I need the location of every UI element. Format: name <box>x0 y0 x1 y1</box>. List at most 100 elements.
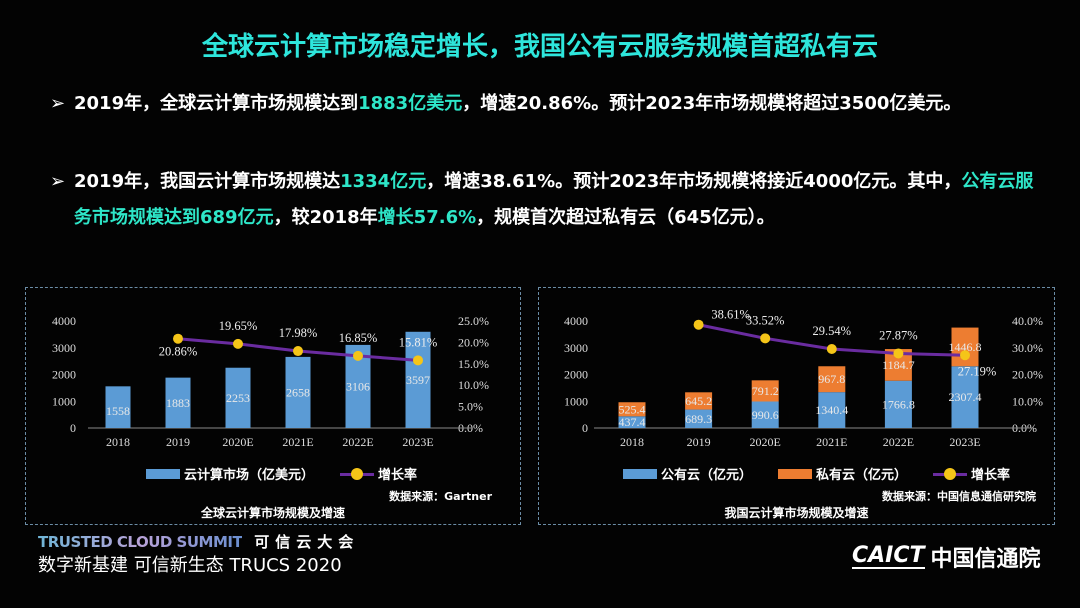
y-tick-label: 2000 <box>564 368 588 382</box>
bullet-text: ，增速20.86%。预计2023年市场规模将超过3500亿美元。 <box>462 93 962 114</box>
bullet-text: 2019年，我国云计算市场规模达 <box>74 171 341 192</box>
x-tick-label: 2020E <box>222 435 253 449</box>
growth-point <box>293 346 303 357</box>
bar <box>685 392 713 410</box>
footer-event: TRUSTED CLOUD SUMMIT 可信云大会 <box>38 531 359 552</box>
growth-label: 33.52% <box>746 313 785 327</box>
x-tick-label: 2020E <box>750 435 781 449</box>
bar-value-label: 437.4 <box>619 415 646 429</box>
growth-label: 38.61% <box>711 308 750 322</box>
bar <box>884 380 912 428</box>
growth-label: 27.19% <box>958 364 997 378</box>
legend-swatch <box>933 467 968 480</box>
bar <box>818 392 846 428</box>
bar <box>818 366 846 393</box>
bar <box>685 409 713 428</box>
bar <box>951 366 979 428</box>
x-tick-label: 2023E <box>949 435 980 449</box>
bar-value-label: 990.6 <box>752 408 779 422</box>
event-name-en: TRUSTED CLOUD SUMMIT <box>38 533 243 551</box>
y2-tick-label: 30.0% <box>1012 341 1043 355</box>
growth-point <box>760 333 771 344</box>
growth-point <box>693 319 704 330</box>
chart-title: 全球云计算市场规模及增速 <box>200 506 345 520</box>
growth-label: 17.98% <box>279 326 318 340</box>
bar-value-label: 2253 <box>226 391 250 405</box>
x-tick-label: 2022E <box>883 435 914 449</box>
bullet-text: 2019年，全球云计算市场规模达到 <box>74 93 359 114</box>
bar-value-label: 1340.4 <box>815 403 848 417</box>
x-tick-label: 2018 <box>620 435 644 449</box>
y-tick-label: 1000 <box>52 394 76 408</box>
event-name-cn: 可信云大会 <box>254 533 360 551</box>
caict-logo: CAICT 中国信通院 <box>852 541 1041 573</box>
legend-label: 增长率 <box>971 468 1011 483</box>
bar-value-label: 1184.7 <box>882 358 915 372</box>
bar-value-label: 3106 <box>346 379 370 393</box>
bar-value-label: 689.3 <box>685 412 712 426</box>
bar <box>165 377 191 428</box>
bar-value-label: 791.2 <box>752 384 779 398</box>
chart-global: 0 1000 2000 3000 4000 0.0% 5.0% 10.0% 15.0% 20.0%… <box>25 287 521 525</box>
x-tick-label: 2021E <box>816 435 847 449</box>
x-tick-label: 2023E <box>402 435 433 449</box>
bar-value-label: 1446.8 <box>949 340 982 354</box>
growth-label: 20.86% <box>159 345 198 359</box>
bar <box>225 367 251 428</box>
legend-swatch <box>623 468 657 479</box>
y-tick-label: 4000 <box>52 314 76 328</box>
x-tick-label: 2018 <box>106 435 130 449</box>
growth-label: 15.81% <box>399 335 438 349</box>
legend-swatch <box>778 468 813 479</box>
bar-value-label: 645.2 <box>685 394 712 408</box>
legend-swatch <box>146 468 180 479</box>
y-tick-label: 1000 <box>564 394 588 408</box>
growth-label: 29.54% <box>813 324 852 338</box>
legend-label: 增长率 <box>378 468 418 483</box>
bar <box>105 386 131 428</box>
growth-label: 27.87% <box>879 328 918 342</box>
bullet-text: ，较2018年 <box>273 207 378 228</box>
legend-swatch <box>340 467 375 480</box>
bullet-china: ➢ 2019年，我国云计算市场规模达1334亿元，增速38.61%。预计2023年… <box>50 164 1050 236</box>
x-tick-label: 2021E <box>282 435 313 449</box>
slide-title: 全球云计算市场稳定增长，我国公有云服务规模首超私有云 <box>201 32 878 62</box>
data-source: 数据来源：Gartner <box>389 490 492 503</box>
highlight-text: 增长57.6% <box>377 207 477 228</box>
growth-point <box>893 348 904 359</box>
bar-value-label: 1883 <box>166 396 190 410</box>
growth-point <box>413 355 423 366</box>
growth-point <box>960 350 970 361</box>
y2-tick-label: 5.0% <box>458 400 483 414</box>
bar-value-label: 967.8 <box>818 372 845 386</box>
y-tick-label: 0 <box>70 421 76 435</box>
y2-tick-label: 20.0% <box>1012 368 1043 382</box>
growth-point <box>353 350 363 361</box>
y-tick-label: 4000 <box>564 314 588 328</box>
bar <box>618 402 646 417</box>
chart-title: 我国云计算市场规模及增速 <box>724 506 869 520</box>
legend-label: 私有云（亿元） <box>816 468 908 483</box>
chart-legend: 云计算市场（亿美元） 增长率 <box>146 464 417 483</box>
bullet-text: ，规模首次超过私有云（645亿元）。 <box>476 207 775 228</box>
x-tick-label: 2019 <box>687 435 711 449</box>
growth-label: 16.85% <box>339 331 378 345</box>
growth-point <box>233 338 243 349</box>
logo-cn: 中国信通院 <box>930 547 1041 572</box>
x-tick-label: 2019 <box>166 435 190 449</box>
bar <box>751 380 779 402</box>
bar-value-label: 2307.4 <box>949 390 982 404</box>
legend-label: 云计算市场（亿美元） <box>184 468 315 483</box>
bullet-text: ，增速38.61%。预计2023年市场规模将接近4000亿元。其中， <box>426 171 962 192</box>
highlight-text: 1883亿美元 <box>358 93 463 114</box>
bullet-global: ➢ 2019年，全球云计算市场规模达到1883亿美元，增速20.86%。预计202… <box>50 86 1050 122</box>
bar-value-label: 1558 <box>106 404 130 418</box>
y-tick-label: 0 <box>582 421 588 435</box>
y2-tick-label: 10.0% <box>458 378 489 392</box>
y2-tick-label: 15.0% <box>458 357 489 371</box>
bar-value-label: 1766.8 <box>882 397 915 411</box>
highlight-text: 1334亿元 <box>340 171 427 192</box>
footer-slogan: 数字新基建 可信新生态 TRUCS 2020 <box>38 555 342 576</box>
x-tick-label: 2022E <box>342 435 373 449</box>
bar <box>618 416 646 428</box>
